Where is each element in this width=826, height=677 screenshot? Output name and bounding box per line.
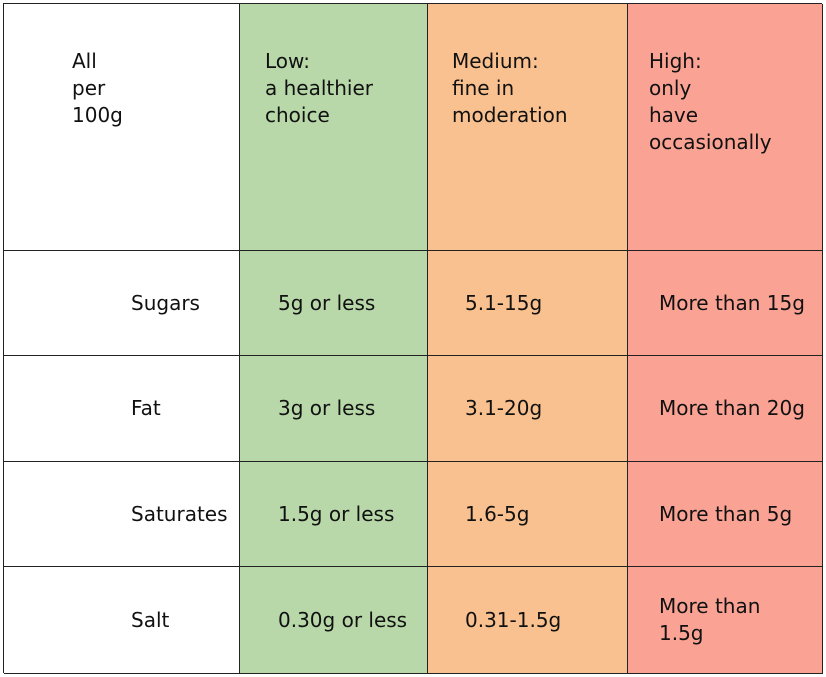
fat-medium-cell: 3.1-20g (428, 356, 628, 462)
high-value: More than 20g (659, 396, 805, 420)
low-value: 1.5g or less (278, 501, 395, 526)
row-label-sugars: Sugars (4, 251, 240, 356)
saturates-low-cell: 1.5g or less (240, 462, 428, 567)
medium-value: 5.1-15g (465, 290, 543, 315)
low-value: 0.30g or less (278, 607, 408, 632)
nutrition-traffic-light-table: All per 100g Low: a healthier choice Med… (3, 3, 823, 674)
row-label-fat: Fat (4, 356, 240, 462)
saturates-medium-cell: 1.6-5g (428, 462, 628, 567)
medium-value: 0.31-1.5g (465, 607, 562, 632)
high-value: More than 5g (659, 501, 793, 526)
nutrient-label: Saturates (131, 501, 228, 526)
sugars-medium-cell: 5.1-15g (428, 251, 628, 356)
row-label-saturates: Saturates (4, 462, 240, 567)
saturates-high-cell: More than 5g (628, 462, 823, 567)
high-value: More than 1.5g (659, 594, 761, 645)
low-value: 3g or less (278, 396, 376, 420)
nutrient-label: Salt (131, 607, 170, 632)
fat-high-cell: More than 20g (628, 356, 823, 462)
salt-high-cell: More than 1.5g (628, 567, 823, 674)
header-high: High: only have occasionally (628, 4, 823, 251)
nutrient-label: Sugars (131, 290, 200, 315)
header-low: Low: a healthier choice (240, 4, 428, 251)
medium-value: 3.1-20g (465, 396, 543, 420)
row-label-salt: Salt (4, 567, 240, 674)
header-medium: Medium: fine in moderation (428, 4, 628, 251)
sugars-high-cell: More than 15g (628, 251, 823, 356)
salt-low-cell: 0.30g or less (240, 567, 428, 674)
sugars-low-cell: 5g or less (240, 251, 428, 356)
salt-medium-cell: 0.31-1.5g (428, 567, 628, 674)
fat-low-cell: 3g or less (240, 356, 428, 462)
medium-value: 1.6-5g (465, 501, 530, 526)
low-value: 5g or less (278, 290, 376, 315)
header-per-100g: All per 100g (4, 4, 240, 251)
high-value: More than 15g (659, 290, 805, 315)
nutrient-label: Fat (131, 396, 161, 420)
